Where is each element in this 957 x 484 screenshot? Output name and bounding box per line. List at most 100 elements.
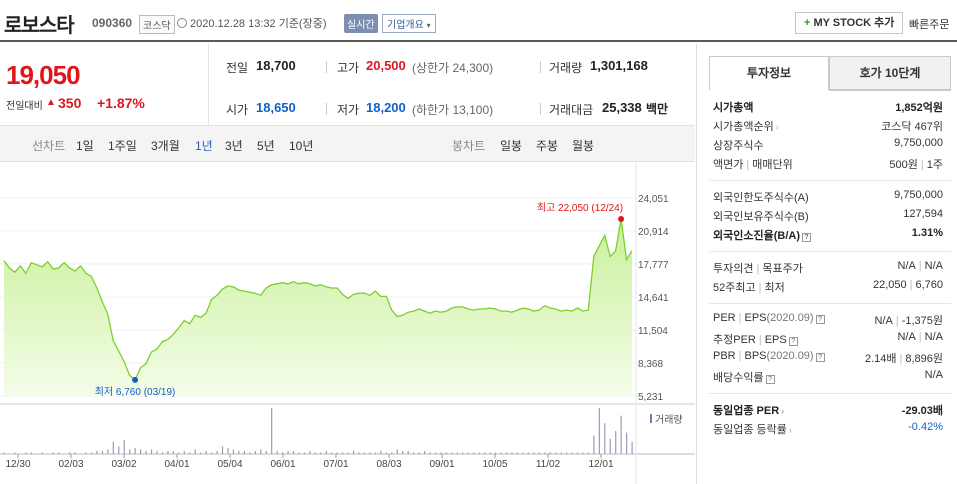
sector-per-row[interactable]: 동일업종 PER › -29.03배 (713, 400, 943, 418)
x-tick-label: 03/02 (111, 459, 136, 470)
help-icon[interactable]: ? (802, 233, 811, 242)
live-button[interactable]: 실시간 (344, 14, 378, 33)
tab-5y[interactable]: 5년 (257, 139, 275, 153)
price-line (3, 218, 633, 381)
foreign-ratio-value: 1.31% (911, 227, 943, 239)
lower-limit: (하한가 13,100) (412, 103, 494, 117)
volume-bar (265, 450, 267, 454)
tab-3m[interactable]: 3개월 (151, 139, 180, 153)
help-icon[interactable]: ? (765, 375, 775, 384)
clock-icon (177, 18, 187, 28)
volume-bar (25, 452, 27, 454)
volume-bar (30, 452, 33, 454)
divider (326, 103, 327, 115)
tab-hoga-10[interactable]: 호가 10단계 (829, 56, 951, 90)
x-tick-label: 12/01 (588, 459, 613, 470)
tab-1w[interactable]: 1주일 (108, 139, 137, 153)
volume-bar (380, 450, 382, 454)
pbr-period: (2020.09) (766, 350, 814, 362)
tab-daily-candle[interactable]: 일봉 (500, 139, 523, 153)
tab-1y[interactable]: 1년 (195, 139, 213, 153)
volume-bar (598, 408, 600, 454)
volume-bar (576, 452, 579, 454)
dividend-row: 배당수익률? N/A (713, 367, 943, 385)
volume-bar (69, 452, 71, 454)
volume-bar (227, 447, 229, 454)
volume-bar (254, 450, 256, 454)
market-cap-rank-label: 시가총액순위 › (713, 118, 779, 134)
low-value: 18,200 (366, 100, 406, 115)
volume-bar (183, 450, 185, 454)
quote-time: 2020.12.28 13:32 기준(장중) (177, 15, 327, 31)
volume-bar (494, 452, 497, 454)
help-icon[interactable]: ? (815, 315, 825, 324)
volume-bar (565, 452, 568, 454)
volume-bar (221, 446, 224, 454)
volume-bar (90, 452, 93, 454)
volume-bar (456, 452, 458, 454)
amount-unit: 백만 (646, 102, 669, 116)
volume-bar (402, 450, 404, 454)
volume-bar (211, 452, 213, 454)
open-value: 18,650 (256, 100, 296, 115)
volume-bar (331, 452, 333, 454)
shares-value: 9,750,000 (894, 137, 943, 149)
volume-bar (549, 452, 551, 454)
volume-bar (14, 452, 16, 454)
chart-period-tabs: 선차트 1일 1주일 3개월 1년 3년 5년 10년 봉차트 일봉 주봉 월봉 (0, 126, 695, 162)
volume-bar (407, 450, 409, 454)
volume-bar (587, 452, 590, 454)
volume-bar (41, 452, 43, 454)
volume-bar (516, 452, 519, 454)
volume-bar (571, 452, 573, 454)
quick-order-link[interactable]: 빠른주문 (909, 19, 950, 31)
tab-3y[interactable]: 3년 (225, 139, 243, 153)
volume-bar (396, 449, 398, 454)
x-tick-label: 05/04 (217, 459, 242, 470)
volume-bar (232, 449, 235, 454)
company-info-label: 기업개요 (387, 20, 424, 31)
volume-bar (96, 450, 98, 454)
volume-bar (352, 450, 355, 454)
tab-10y[interactable]: 10년 (289, 139, 314, 153)
volume-bar (107, 449, 109, 454)
divider (208, 44, 209, 126)
est-eps-label: EPS (764, 334, 787, 346)
help-icon[interactable]: ? (788, 337, 798, 346)
volume-bar (451, 452, 453, 454)
sector-change-value: -0.42% (908, 421, 943, 433)
y-tick-label: 11,504 (638, 326, 668, 337)
dividend-label-text: 배당수익률 (713, 372, 764, 384)
volume-bar (560, 452, 562, 454)
volume-bar (489, 452, 491, 454)
help-icon[interactable]: ? (815, 353, 825, 362)
pbr-bps-value: 2.14배 | 8,896원 (864, 353, 943, 365)
volume-bar (161, 452, 164, 454)
tab-1d[interactable]: 1일 (76, 139, 94, 153)
volume-bar (178, 452, 180, 454)
divider (709, 393, 951, 394)
per-row: PER | EPS(2020.09)? N/A | -1,375원 (713, 310, 943, 328)
divider (709, 180, 951, 181)
opinion-target-value: N/A | N/A (897, 260, 943, 272)
sector-change-row[interactable]: 동일업종 등락률 › -0.42% (713, 419, 943, 437)
volume-bar (287, 450, 289, 454)
est-per-row: 추정PER | EPS? N/A | N/A (713, 329, 943, 347)
tab-invest-info[interactable]: 투자정보 (709, 56, 829, 90)
divider (540, 61, 541, 73)
y-tick-label: 14,641 (638, 293, 669, 304)
par-unit-row: 액면가 | 매매단위 500원 | 1주 (713, 154, 943, 172)
market-badge: 코스닥 (139, 15, 175, 34)
volume-bar (544, 452, 546, 454)
add-mystock-button[interactable]: + MY STOCK 추가 (795, 12, 904, 34)
tab-monthly-candle[interactable]: 월봉 (572, 139, 595, 153)
market-cap-rank-row[interactable]: 시가총액순위 › 코스닥 467위 (713, 116, 943, 134)
tab-weekly-candle[interactable]: 주봉 (536, 139, 559, 153)
week52-label: 52주최고 | 최저 (713, 282, 785, 294)
volume-label: 거래량 (549, 61, 583, 75)
est-per-label-text: 추정PER (713, 334, 756, 346)
volume-bar (101, 450, 103, 454)
y-tick-label: 8,368 (638, 359, 663, 370)
open-label: 시가 (226, 103, 249, 117)
company-info-dropdown[interactable]: 기업개요 ▾ (382, 14, 436, 33)
